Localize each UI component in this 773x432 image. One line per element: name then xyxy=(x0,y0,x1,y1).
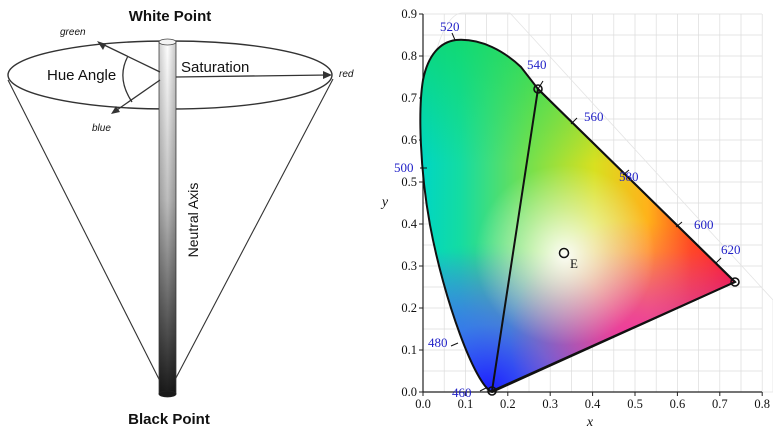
y-tick-label: 0.8 xyxy=(401,49,417,63)
gamut-triangle xyxy=(490,86,737,393)
white-point-e-marker xyxy=(558,247,570,259)
wavelength-460-label: 460 xyxy=(452,385,472,400)
x-tick-label: 0.5 xyxy=(627,397,643,411)
blue-arrow xyxy=(113,79,161,113)
wavelength-520-label: 520 xyxy=(440,19,460,34)
y-tick-labels: 0.0 0.1 0.2 0.3 0.4 0.5 0.6 0.7 0.8 0.9 xyxy=(401,7,417,399)
x-tick-label: 0.6 xyxy=(670,397,686,411)
wavelength-600-label: 600 xyxy=(694,217,714,232)
white-point-e-label: E xyxy=(570,256,578,271)
wavelength-560-label: 560 xyxy=(584,109,604,124)
wavelength-580-label: 580 xyxy=(619,169,639,184)
y-tick-label: 0.4 xyxy=(401,217,417,231)
y-tick-label: 0.9 xyxy=(401,7,417,21)
x-tick-label: 0.2 xyxy=(500,397,516,411)
y-tick-label: 0.2 xyxy=(401,301,417,315)
red-label: red xyxy=(339,69,354,80)
wavelength-480-label: 480 xyxy=(428,335,448,350)
y-axis-title: y xyxy=(380,195,389,210)
x-tick-label: 0.8 xyxy=(754,397,770,411)
saturation-arrowhead xyxy=(323,71,332,79)
x-tick-label: 0.0 xyxy=(415,397,431,411)
wavelength-620-label: 620 xyxy=(721,242,741,257)
cone-side-left xyxy=(7,79,168,396)
primary-blue-vertex xyxy=(487,386,497,396)
saturation-arrow xyxy=(175,74,329,78)
y-tick-label: 0.6 xyxy=(401,133,417,147)
blue-arrowhead xyxy=(111,106,120,114)
cone-side-right xyxy=(166,78,334,396)
primary-red-vertex xyxy=(730,277,740,287)
wavelength-500-label: 500 xyxy=(394,160,414,175)
wavelength-ticks xyxy=(420,32,722,392)
x-tick-labels: 0.0 0.1 0.2 0.3 0.4 0.5 0.6 0.7 0.8 xyxy=(415,397,770,411)
wavelength-540-label: 540 xyxy=(527,57,547,72)
y-tick-label: 0.1 xyxy=(401,343,417,357)
y-tick-label: 0.3 xyxy=(401,259,417,273)
hue-angle-label: Hue Angle xyxy=(47,67,116,84)
black-point-label: Black Point xyxy=(128,411,210,428)
neutral-axis-cylinder xyxy=(158,38,177,398)
spectral-locus-outline xyxy=(419,38,737,394)
x-axis-title: x xyxy=(586,415,594,430)
x-tick-label: 0.1 xyxy=(458,397,474,411)
x-tick-label: 0.4 xyxy=(585,397,601,411)
green-arrow xyxy=(99,42,161,73)
green-arrowhead xyxy=(97,41,106,50)
y-tick-label: 0.0 xyxy=(401,385,417,399)
white-point-label: White Point xyxy=(129,8,212,25)
x-tick-label: 0.7 xyxy=(712,397,728,411)
hue-angle-arc xyxy=(122,55,133,103)
saturation-label: Saturation xyxy=(181,59,249,76)
x-tick-label: 0.3 xyxy=(542,397,558,411)
color-cone-diagram: White Point green Hue Angle Saturation r… xyxy=(7,8,354,428)
y-tick-label: 0.7 xyxy=(401,91,417,105)
y-tick-label: 0.5 xyxy=(401,175,417,189)
blue-label: blue xyxy=(92,123,111,134)
green-label: green xyxy=(60,27,86,38)
neutral-axis-label: Neutral Axis xyxy=(185,183,201,258)
primary-green-vertex xyxy=(533,84,543,94)
cie-chromaticity-diagram: E 460 480 500 520 540 560 580 600 620 0.… xyxy=(380,7,773,430)
